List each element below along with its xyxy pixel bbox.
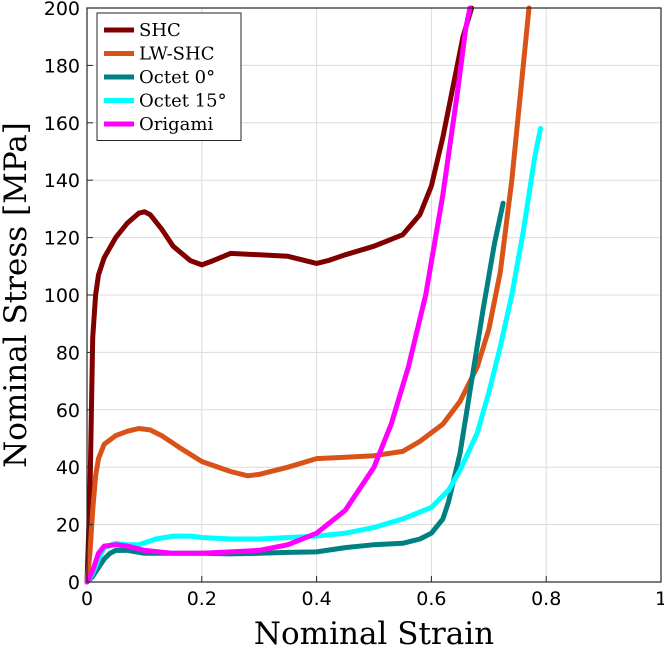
series-line-octet-0 bbox=[84, 200, 506, 585]
series-line-lw-shc bbox=[84, 5, 532, 585]
x-tick-label: 0.2 bbox=[187, 588, 217, 610]
x-tick-label: 0.8 bbox=[531, 588, 561, 610]
x-axis-label: Nominal Strain bbox=[254, 616, 494, 650]
y-tick-label: 80 bbox=[56, 342, 80, 364]
legend-label-lw-shc: LW-SHC bbox=[139, 44, 214, 65]
x-tick-label: 0.6 bbox=[416, 588, 446, 610]
y-tick-label: 160 bbox=[44, 113, 80, 135]
y-tick-label: 180 bbox=[44, 55, 80, 77]
series-lines bbox=[84, 5, 543, 585]
y-tick-label: 20 bbox=[56, 515, 80, 537]
legend-label-shc: SHC bbox=[139, 20, 181, 41]
x-tick-label: 1 bbox=[655, 588, 664, 610]
y-tick-label: 40 bbox=[56, 457, 80, 479]
legend-label-octet-0: Octet 0° bbox=[139, 67, 215, 88]
y-tick-label: 0 bbox=[68, 572, 80, 594]
legend-label-origami: Origami bbox=[139, 114, 213, 135]
series-line-shc bbox=[84, 5, 475, 585]
y-tick-label: 140 bbox=[44, 170, 80, 192]
ticks: 0 0.2 0.4 0.6 0.8 1 0 20 40 60 80 100 120 140 160 180 20… bbox=[44, 0, 664, 610]
y-tick-label: 60 bbox=[56, 400, 80, 422]
x-tick-label: 0 bbox=[81, 588, 93, 610]
series-line-origami bbox=[84, 5, 473, 585]
x-tick-label: 0.4 bbox=[301, 588, 331, 610]
grid bbox=[87, 8, 661, 582]
y-tick-label: 100 bbox=[44, 285, 80, 307]
y-axis-label: Nominal Stress [MPa] bbox=[0, 122, 34, 468]
legend-label-octet-15: Octet 15° bbox=[139, 91, 227, 112]
y-tick-label: 200 bbox=[44, 0, 80, 20]
y-tick-label: 120 bbox=[44, 228, 80, 250]
